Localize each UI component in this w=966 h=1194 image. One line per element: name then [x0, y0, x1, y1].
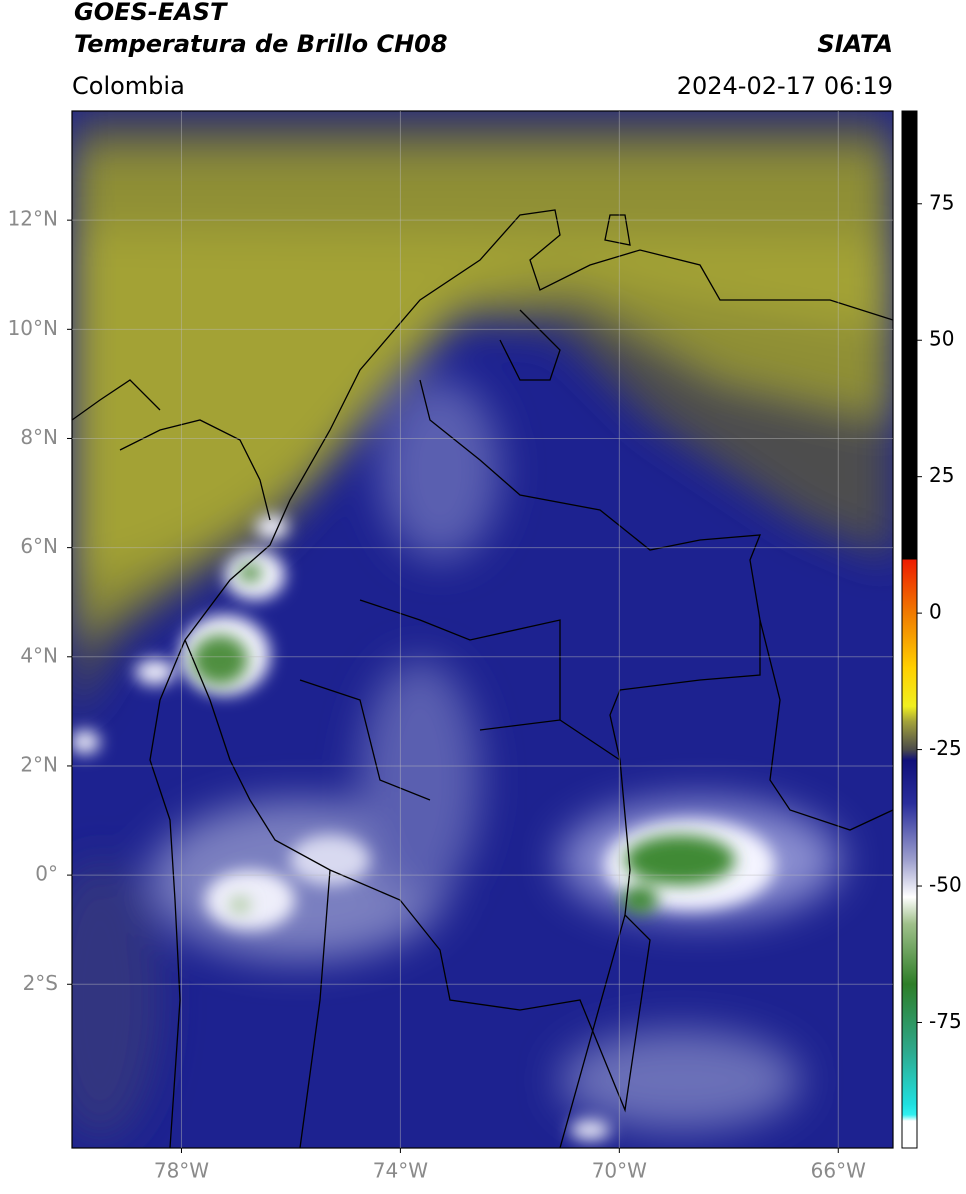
colorbar-tick-label: 0 [929, 600, 942, 624]
colorbar-tick-label: -50 [929, 873, 962, 897]
title: GOES-EAST [74, 0, 228, 26]
y-tick-label: 12°N [8, 207, 58, 231]
colorbar-tick-label: 25 [929, 463, 954, 487]
x-tick-label: 74°W [373, 1159, 428, 1183]
x-tick-label: 66°W [811, 1159, 866, 1183]
y-tick-label: 10°N [8, 316, 58, 340]
colorbar-tick-label: -75 [929, 1009, 962, 1033]
y-tick-label: 8°N [20, 425, 58, 449]
y-tick-label: 2°N [20, 752, 58, 776]
y-tick-label: 2°S [23, 971, 58, 995]
map-frame [71, 110, 894, 1149]
timestamp: 2024-02-17 06:19 [677, 72, 893, 100]
source: SIATA [817, 30, 893, 58]
y-tick-label: 6°N [20, 534, 58, 558]
subtitle: Temperatura de Brillo CH08 [74, 30, 448, 58]
colorbar [901, 110, 918, 1149]
x-tick-label: 78°W [154, 1159, 209, 1183]
colorbar-tick-label: -25 [929, 736, 962, 760]
satellite-image [72, 111, 893, 1148]
y-tick-label: 4°N [20, 643, 58, 667]
y-tick-label: 0° [35, 862, 58, 886]
colorbar-tick-label: 50 [929, 327, 954, 351]
x-tick-label: 70°W [592, 1159, 647, 1183]
region: Colombia [72, 72, 185, 100]
colorbar-tick-label: 75 [929, 190, 954, 214]
